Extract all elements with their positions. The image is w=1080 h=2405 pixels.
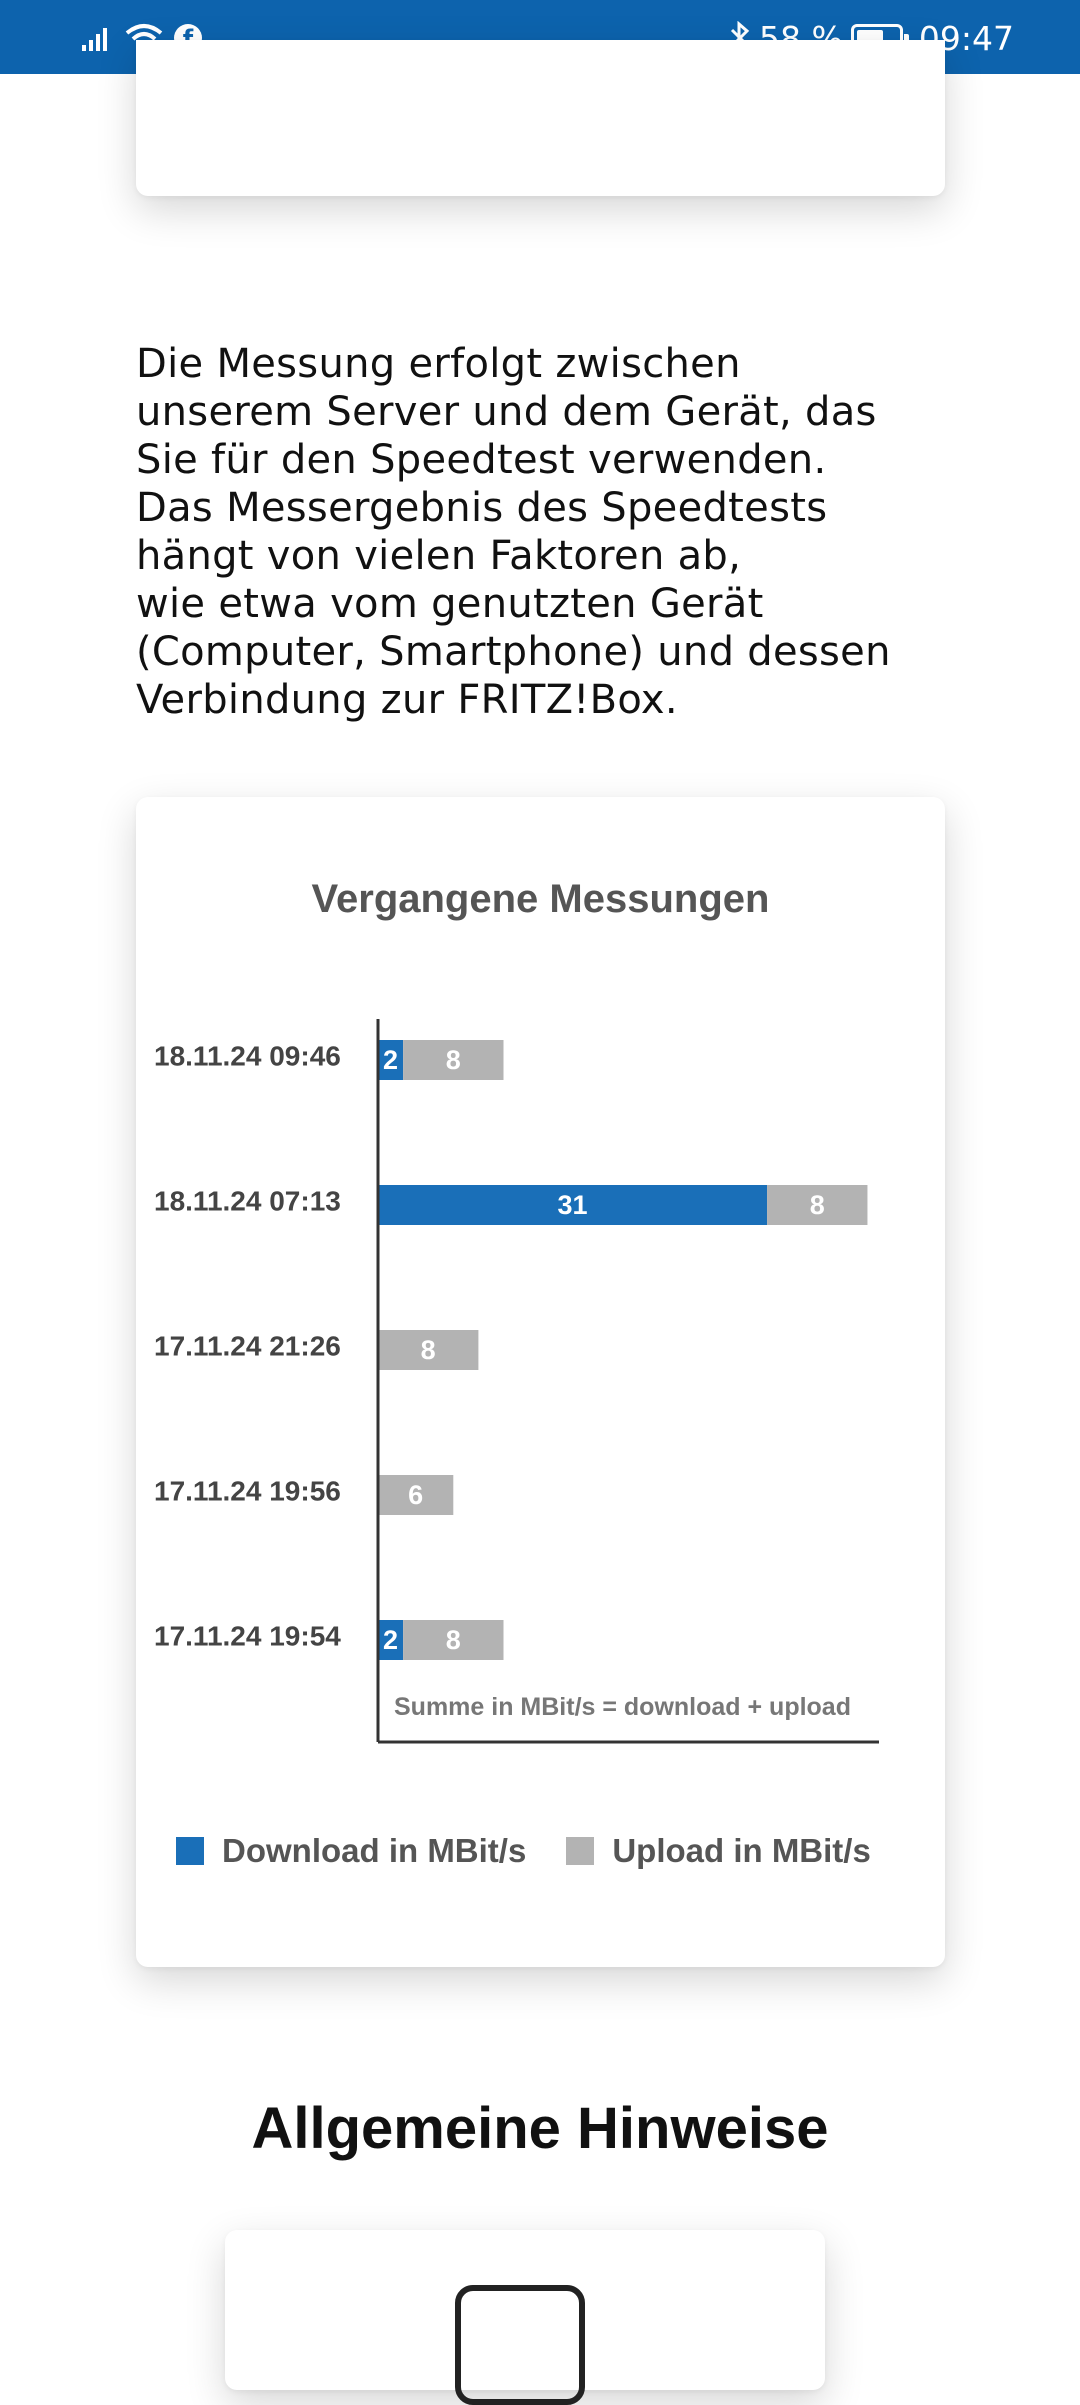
legend-swatch-download xyxy=(176,1837,204,1865)
bar-value-label: 6 xyxy=(408,1480,423,1510)
sum-note: Summe in MBit/s = download + upload xyxy=(394,1693,851,1721)
bar-value-label: 8 xyxy=(446,1625,461,1655)
category-label: 17.11.24 19:54 xyxy=(154,1620,341,1651)
download-bar xyxy=(378,1040,404,1080)
upload-bar xyxy=(403,1040,504,1080)
bar-value-label: 8 xyxy=(421,1335,436,1365)
legend-item-upload: Upload in MBit/s xyxy=(566,1832,871,1870)
chart-legend: Download in MBit/s Upload in MBit/s xyxy=(176,1832,911,1870)
legend-label-download: Download in MBit/s xyxy=(222,1832,527,1869)
smartphone-icon xyxy=(455,2285,585,2405)
bar-value-label: 2 xyxy=(383,1625,398,1655)
bar-chart: 18.11.24 09:46 2 8 18.11.24 07:13 31 8 17.11.2… xyxy=(154,1019,879,1744)
upload-bar xyxy=(767,1185,868,1225)
speedtest-result-card xyxy=(136,40,945,196)
category-label: 18.11.24 07:13 xyxy=(154,1185,341,1216)
signal-icon xyxy=(82,28,107,51)
measurement-info-text: Die Messung erfolgt zwischen unserem Ser… xyxy=(136,341,891,723)
upload-bar xyxy=(378,1475,454,1515)
upload-bar xyxy=(378,1330,479,1370)
category-label: 17.11.24 19:56 xyxy=(154,1475,341,1506)
upload-bar xyxy=(403,1620,504,1660)
chart-title: Vergangene Messungen xyxy=(311,877,770,921)
section-heading: Allgemeine Hinweise xyxy=(251,2096,829,2161)
legend-swatch-upload xyxy=(566,1837,595,1865)
bar-value-label: 8 xyxy=(810,1190,825,1220)
category-label: 18.11.24 09:46 xyxy=(154,1040,341,1071)
bar-value-label: 31 xyxy=(558,1190,588,1220)
hint-card[interactable] xyxy=(225,2230,825,2405)
download-bar xyxy=(378,1620,404,1660)
legend-item-download: Download in MBit/s xyxy=(176,1832,526,1870)
download-bar xyxy=(378,1185,768,1225)
bar-value-label: 2 xyxy=(383,1045,398,1075)
bar-value-label: 8 xyxy=(446,1045,461,1075)
category-label: 17.11.24 21:26 xyxy=(154,1330,341,1361)
past-measurements-card: Vergangene Messungen 18.11.24 09:46 2 8 18.… xyxy=(136,797,945,1967)
legend-label-upload: Upload in MBit/s xyxy=(612,1832,871,1869)
